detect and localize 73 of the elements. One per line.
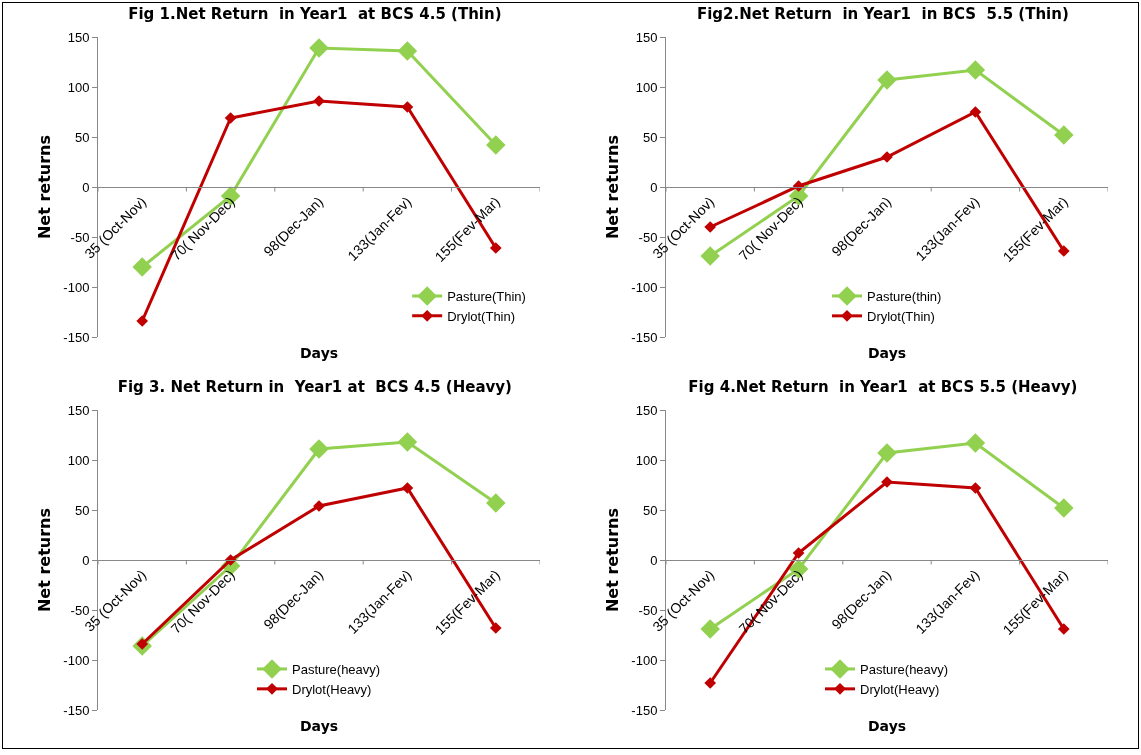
point: [876, 70, 897, 90]
point: [486, 492, 506, 513]
y-tick-label: 0: [649, 179, 657, 195]
legend-label: Drylot(Heavy): [292, 681, 372, 697]
y-tick-label: 150: [67, 402, 90, 418]
legend-label: Drylot(Heavy): [859, 681, 939, 697]
point: [401, 481, 414, 494]
point: [792, 180, 804, 192]
point: [703, 676, 716, 689]
legend-label: Pasture(Thin): [447, 289, 526, 305]
point: [1053, 125, 1074, 145]
y-tick-label: -100: [630, 652, 657, 668]
y-tick-label: -150: [630, 702, 657, 718]
point: [965, 60, 985, 80]
chart-title: Fig2.Net Return in Year1 in BCS 5.5 (Thin): [696, 5, 1069, 24]
legend-label: Drylot(Thin): [866, 308, 935, 324]
y-tick-label: 150: [635, 29, 657, 45]
y-tick-label: -150: [63, 702, 90, 718]
y-tick-label: -150: [63, 329, 90, 345]
legend-label: Pasture(heavy): [859, 661, 948, 677]
point: [224, 112, 237, 124]
point: [699, 618, 720, 639]
x-axis-title: Days: [300, 717, 339, 734]
y-tick-label: 100: [635, 452, 657, 468]
y-tick-label: 50: [642, 129, 657, 145]
y-tick-label: -50: [638, 602, 657, 618]
point: [965, 432, 985, 453]
chart-title: Fig 4.Net Return in Year1 at BCS 5.5 (Heavy): [687, 377, 1077, 396]
legend-label: Pasture(heavy): [292, 661, 381, 677]
y-tick-label: 50: [74, 502, 90, 518]
y-tick-label: 50: [74, 129, 90, 145]
y-tick-label: 100: [635, 79, 657, 95]
y-tick-label: 0: [649, 552, 657, 568]
point: [401, 101, 414, 113]
y-tick-label: -150: [630, 329, 657, 345]
y-axis-title: Net returns: [602, 507, 622, 612]
chart-title: Fig 3. Net Return in Year1 at BCS 4.5 (Heavy): [117, 377, 512, 396]
y-tick-label: 150: [635, 402, 657, 418]
y-tick-label: 50: [642, 502, 657, 518]
y-tick-label: 0: [82, 179, 90, 195]
x-axis-title: Days: [867, 717, 906, 734]
y-axis-title: Net returns: [35, 507, 55, 612]
point: [224, 553, 237, 566]
y-tick-label: 0: [82, 552, 90, 568]
point: [132, 257, 152, 277]
y-tick-label: -50: [70, 229, 90, 245]
y-tick-label: 150: [67, 29, 90, 45]
y-tick-label: -100: [630, 279, 657, 295]
chart-title: Fig 1.Net Return in Year1 at BCS 4.5 (Thin): [128, 5, 502, 24]
y-tick-label: -50: [638, 229, 657, 245]
y-tick-label: -100: [63, 279, 90, 295]
y-axis-title: Net returns: [602, 134, 622, 240]
point: [486, 135, 506, 155]
y-tick-label: -100: [63, 652, 90, 668]
x-axis-title: Days: [867, 345, 906, 361]
point: [397, 41, 418, 61]
point: [969, 481, 981, 494]
point: [969, 106, 981, 118]
point: [309, 438, 329, 459]
x-axis-title: Days: [300, 345, 339, 361]
point: [876, 442, 897, 463]
point: [309, 38, 329, 58]
y-tick-label: -50: [70, 602, 90, 618]
point: [1053, 497, 1074, 518]
point: [699, 246, 720, 266]
point: [136, 315, 149, 327]
y-tick-label: 100: [67, 452, 90, 468]
y-tick-label: 100: [67, 79, 90, 95]
point: [397, 431, 418, 452]
legend-label: Pasture(thin): [866, 289, 941, 305]
y-axis-title: Net returns: [35, 134, 55, 240]
legend-label: Drylot(Thin): [447, 308, 516, 324]
point: [792, 546, 804, 559]
